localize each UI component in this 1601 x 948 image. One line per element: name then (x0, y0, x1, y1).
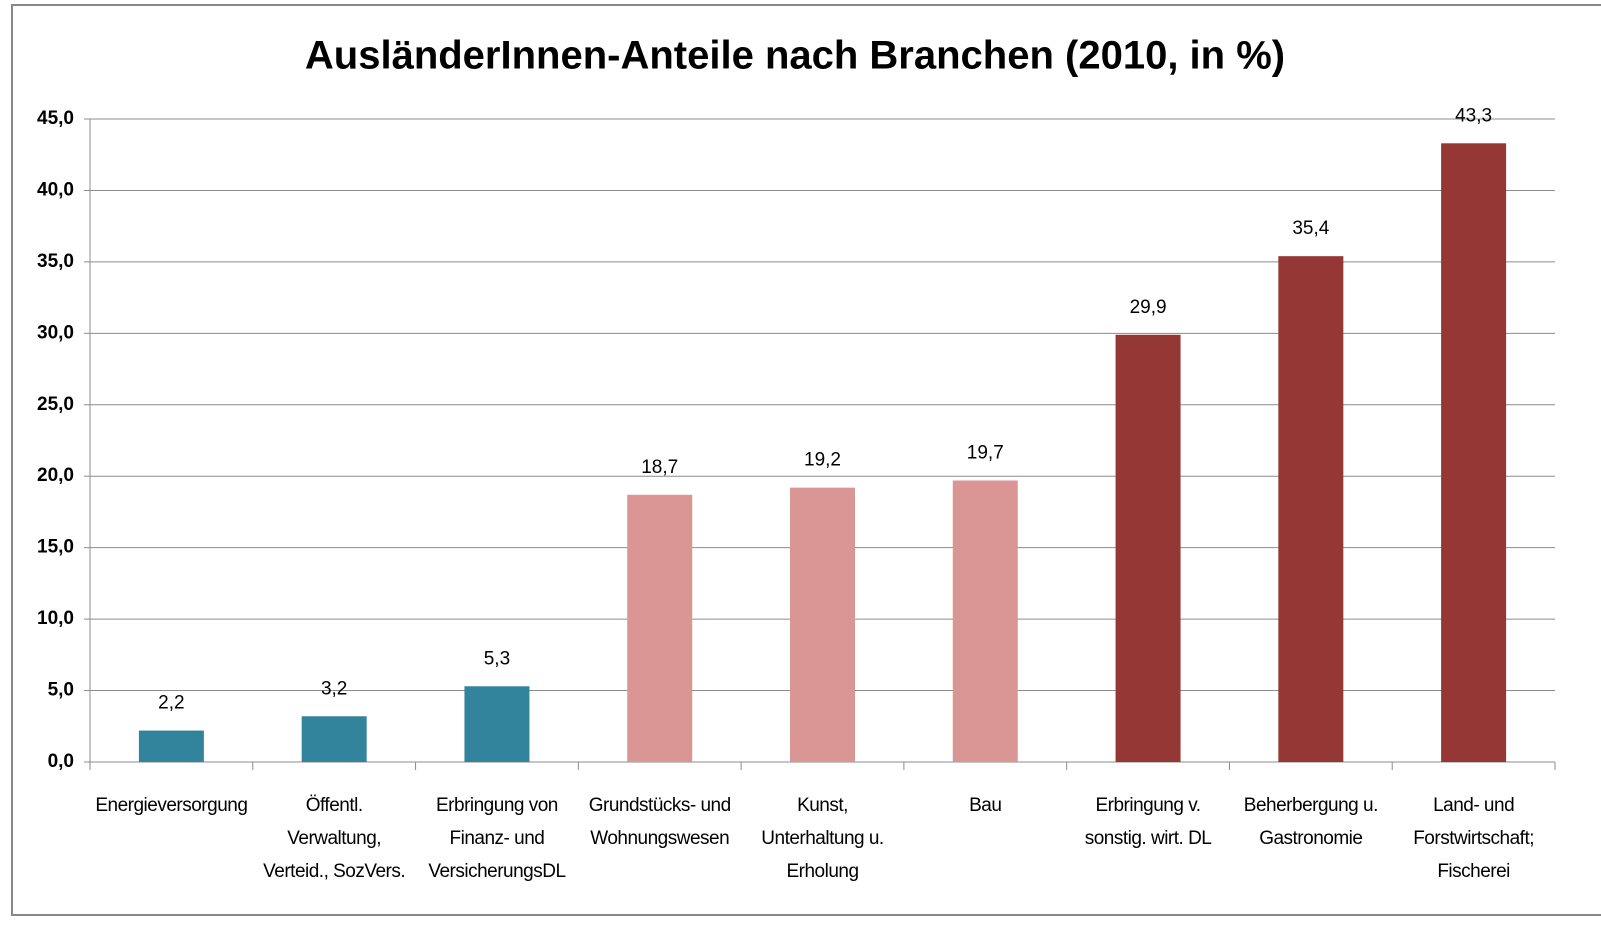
y-tick-label: 10,0 (37, 608, 74, 629)
y-tick-label: 15,0 (37, 537, 74, 558)
bar (1115, 334, 1181, 762)
data-label: 35,4 (1292, 218, 1329, 239)
bar (464, 686, 530, 762)
data-label: 19,7 (967, 443, 1004, 464)
data-label: 2,2 (158, 693, 184, 714)
bar (627, 494, 693, 762)
y-tick-label: 20,0 (37, 465, 74, 486)
chart-frame (11, 4, 1601, 916)
chart-title: AusländerInnen-Anteile nach Branchen (20… (305, 34, 1285, 78)
bar (790, 487, 855, 762)
x-tick-label: Land- und Forstwirtschaft; Fischerei (1413, 795, 1535, 882)
y-tick-label: 25,0 (37, 394, 74, 415)
x-tick-label: Bau (969, 795, 1002, 816)
bar (1278, 256, 1344, 762)
data-label: 29,9 (1130, 297, 1167, 318)
bar (952, 480, 1018, 762)
x-tick-label: Beherbergung u. Gastronomie (1243, 795, 1379, 849)
y-tick-label: 30,0 (37, 322, 74, 343)
y-tick-label: 35,0 (37, 251, 74, 272)
y-tick-label: 40,0 (37, 179, 74, 200)
x-tick-label: Kunst, Unterhaltung u. Erholung (761, 795, 884, 882)
data-label: 3,2 (321, 678, 347, 699)
x-tick-label: Öffentl. Verwaltung, Verteid., SozVers. (263, 795, 406, 882)
y-tick-label: 0,0 (48, 751, 74, 772)
data-label: 5,3 (484, 648, 510, 669)
x-tick-label: Erbringung von Finanz- und Versicherungs… (428, 795, 566, 882)
y-tick-label: 45,0 (37, 108, 74, 129)
data-label: 43,3 (1455, 105, 1492, 126)
x-tick-label: Erbringung v. sonstig. wirt. DL (1084, 795, 1212, 849)
bar (138, 730, 204, 762)
x-tick-label: Grundstücks- und Wohnungswesen (588, 795, 731, 849)
bar (1441, 143, 1507, 762)
data-label: 18,7 (641, 457, 678, 478)
y-tick-label: 5,0 (48, 680, 74, 701)
data-label: 19,2 (804, 450, 841, 471)
x-tick-label: Energieversorgung (95, 795, 248, 816)
bar (301, 716, 367, 762)
